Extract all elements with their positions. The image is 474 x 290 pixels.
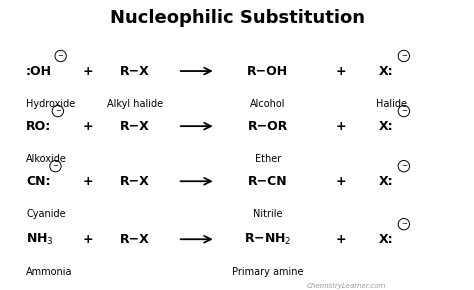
Text: Alkoxide: Alkoxide (26, 154, 67, 164)
Text: X:: X: (379, 120, 394, 133)
Text: +: + (336, 120, 346, 133)
Text: R−X: R−X (120, 65, 150, 77)
Text: −: − (58, 53, 64, 59)
Text: R−NH$_2$: R−NH$_2$ (244, 232, 292, 247)
Text: X:: X: (379, 233, 394, 246)
Text: R−OH: R−OH (247, 65, 288, 77)
Text: CN:: CN: (26, 175, 51, 188)
Text: R−OR: R−OR (247, 120, 288, 133)
Text: +: + (82, 233, 93, 246)
Text: R−X: R−X (120, 233, 150, 246)
Text: NH$_3$: NH$_3$ (26, 232, 54, 247)
Text: Hydroxide: Hydroxide (26, 99, 75, 108)
Text: X:: X: (379, 175, 394, 188)
Text: R−X: R−X (120, 175, 150, 188)
Text: Nucleophilic Substitution: Nucleophilic Substitution (109, 9, 365, 27)
Text: −: − (401, 53, 407, 59)
Text: −: − (401, 163, 407, 169)
Text: Ether: Ether (255, 154, 281, 164)
Text: +: + (82, 120, 93, 133)
Text: Cyanide: Cyanide (26, 209, 66, 219)
Text: −: − (55, 108, 61, 114)
Text: ChemistryLearner.com: ChemistryLearner.com (306, 282, 386, 289)
Text: +: + (336, 65, 346, 77)
Text: −: − (401, 221, 407, 227)
Text: Alkyl halide: Alkyl halide (107, 99, 163, 108)
Text: Halide: Halide (375, 99, 407, 108)
Text: Alcohol: Alcohol (250, 99, 285, 108)
Text: :OH: :OH (26, 65, 52, 77)
Text: Primary amine: Primary amine (232, 267, 303, 277)
Text: +: + (82, 175, 93, 188)
Text: Ammonia: Ammonia (26, 267, 73, 277)
Text: +: + (82, 65, 93, 77)
Text: +: + (336, 175, 346, 188)
Text: +: + (336, 233, 346, 246)
Text: R−X: R−X (120, 120, 150, 133)
Text: −: − (401, 108, 407, 114)
Text: X:: X: (379, 65, 394, 77)
Text: Nitrile: Nitrile (253, 209, 283, 219)
Text: −: − (53, 163, 58, 169)
Text: RO:: RO: (26, 120, 51, 133)
Text: R−CN: R−CN (248, 175, 288, 188)
